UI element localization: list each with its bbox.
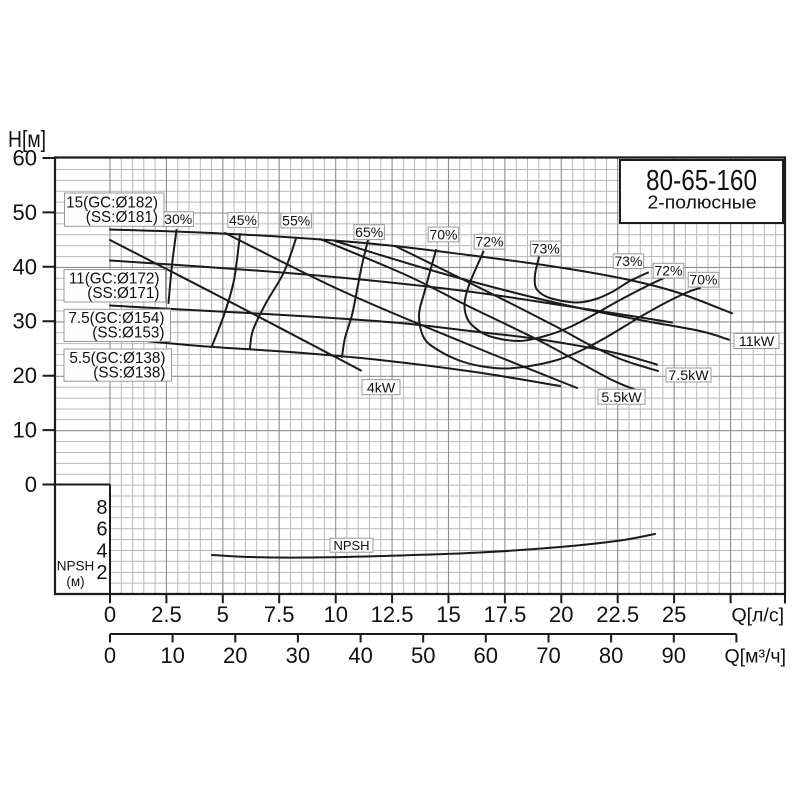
svg-text:0: 0 bbox=[25, 472, 37, 497]
svg-text:30%: 30% bbox=[164, 211, 192, 227]
svg-text:70%: 70% bbox=[429, 227, 457, 243]
svg-text:50: 50 bbox=[411, 643, 435, 668]
svg-text:4kW: 4kW bbox=[367, 380, 396, 396]
svg-text:7.5(GC:Ø154): 7.5(GC:Ø154) bbox=[68, 310, 164, 327]
svg-text:0: 0 bbox=[104, 602, 116, 627]
svg-text:70: 70 bbox=[536, 643, 560, 668]
svg-text:22.5: 22.5 bbox=[596, 602, 639, 627]
svg-text:(SS:Ø153): (SS:Ø153) bbox=[92, 325, 164, 342]
svg-text:73%: 73% bbox=[614, 253, 642, 269]
svg-text:60: 60 bbox=[13, 146, 37, 171]
svg-text:17.5: 17.5 bbox=[483, 602, 526, 627]
svg-text:5: 5 bbox=[217, 602, 229, 627]
svg-text:15: 15 bbox=[436, 602, 460, 627]
svg-text:73%: 73% bbox=[532, 241, 560, 257]
svg-text:7.5: 7.5 bbox=[264, 602, 295, 627]
svg-text:7.5kW: 7.5kW bbox=[668, 368, 709, 384]
svg-text:80: 80 bbox=[599, 643, 623, 668]
svg-text:70%: 70% bbox=[689, 272, 717, 288]
svg-text:15(GC:Ø182): 15(GC:Ø182) bbox=[66, 195, 158, 212]
svg-text:(м): (м) bbox=[66, 574, 84, 589]
svg-text:50: 50 bbox=[13, 200, 37, 225]
svg-text:20: 20 bbox=[549, 602, 573, 627]
svg-text:NPSH: NPSH bbox=[333, 538, 369, 553]
svg-text:11kW: 11kW bbox=[739, 334, 775, 350]
svg-text:45%: 45% bbox=[229, 212, 257, 228]
svg-text:72%: 72% bbox=[654, 263, 682, 279]
svg-text:Q[м³/ч]: Q[м³/ч] bbox=[725, 646, 786, 668]
svg-text:60: 60 bbox=[474, 643, 498, 668]
svg-text:6: 6 bbox=[96, 519, 107, 541]
svg-text:0: 0 bbox=[104, 643, 116, 668]
svg-text:2-полюсные: 2-полюсные bbox=[648, 193, 757, 213]
svg-text:30: 30 bbox=[13, 309, 37, 334]
svg-text:NPSH: NPSH bbox=[57, 559, 95, 574]
svg-text:12.5: 12.5 bbox=[371, 602, 414, 627]
svg-text:65%: 65% bbox=[355, 224, 383, 240]
svg-text:2: 2 bbox=[96, 562, 107, 584]
svg-text:11(GC:Ø172): 11(GC:Ø172) bbox=[69, 271, 160, 288]
svg-text:20: 20 bbox=[223, 643, 247, 668]
svg-text:80-65-160: 80-65-160 bbox=[646, 165, 757, 197]
svg-text:72%: 72% bbox=[475, 234, 503, 250]
svg-text:4: 4 bbox=[96, 540, 107, 562]
svg-text:20: 20 bbox=[13, 363, 37, 388]
svg-text:40: 40 bbox=[13, 254, 37, 279]
svg-text:10: 10 bbox=[160, 643, 184, 668]
svg-text:(SS:Ø181): (SS:Ø181) bbox=[86, 209, 158, 226]
svg-text:8: 8 bbox=[96, 497, 107, 519]
svg-text:90: 90 bbox=[662, 643, 686, 668]
svg-text:5.5kW: 5.5kW bbox=[601, 390, 642, 406]
svg-text:30: 30 bbox=[286, 643, 310, 668]
svg-text:40: 40 bbox=[348, 643, 372, 668]
svg-text:Q[л/с]: Q[л/с] bbox=[731, 605, 784, 627]
svg-text:10: 10 bbox=[323, 602, 347, 627]
svg-text:25: 25 bbox=[662, 602, 686, 627]
svg-text:(SS:Ø138): (SS:Ø138) bbox=[93, 364, 165, 381]
svg-text:H[м]: H[м] bbox=[8, 126, 46, 152]
svg-text:(SS:Ø171): (SS:Ø171) bbox=[87, 285, 159, 302]
svg-text:2.5: 2.5 bbox=[151, 602, 182, 627]
svg-text:10: 10 bbox=[13, 418, 37, 443]
svg-text:55%: 55% bbox=[282, 213, 310, 229]
svg-text:5.5(GC:Ø138): 5.5(GC:Ø138) bbox=[69, 350, 165, 367]
